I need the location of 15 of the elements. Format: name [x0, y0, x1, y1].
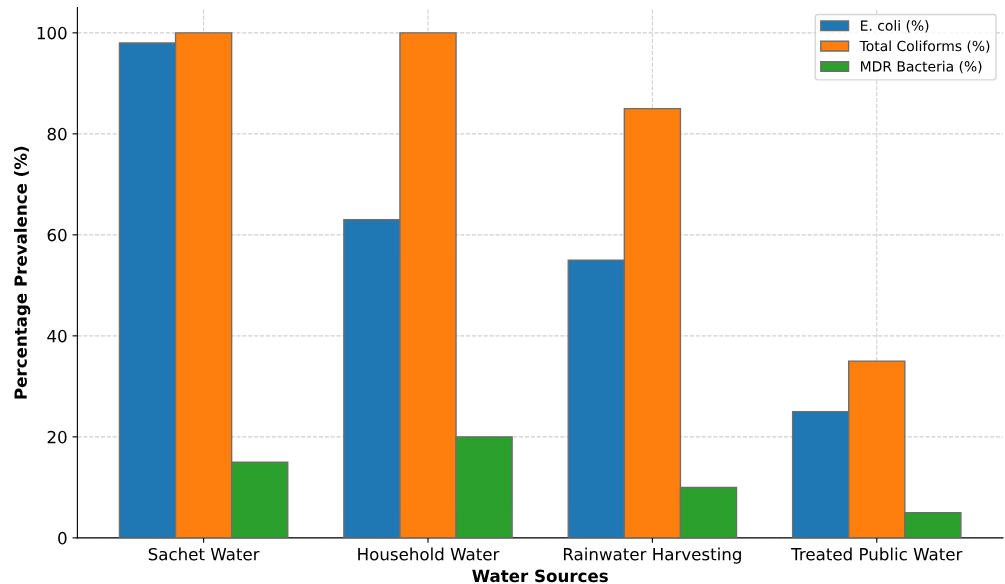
- legend-label: Total Coliforms (%): [859, 40, 990, 53]
- x-tick-label: Rainwater Harvesting: [563, 547, 741, 564]
- x-tick-label: Treated Public Water: [791, 547, 963, 561]
- y-axis-title: Percentage Prevalence (%): [14, 146, 31, 399]
- x-tick-label: Sachet Water: [148, 547, 260, 561]
- y-tick-label: 20: [47, 430, 67, 444]
- y-tick-label: 40: [47, 329, 67, 343]
- y-tick-label: 60: [47, 228, 67, 242]
- y-tick-label: 0: [58, 531, 67, 545]
- y-tick-label: 100: [37, 26, 67, 40]
- x-tick-label: Household Water: [358, 547, 500, 561]
- legend-label: MDR Bacteria (%): [861, 60, 982, 74]
- legend-label: E. coli (%): [861, 20, 929, 33]
- x-axis-title: Water Sources: [472, 569, 608, 583]
- y-tick-label: 80: [47, 127, 67, 141]
